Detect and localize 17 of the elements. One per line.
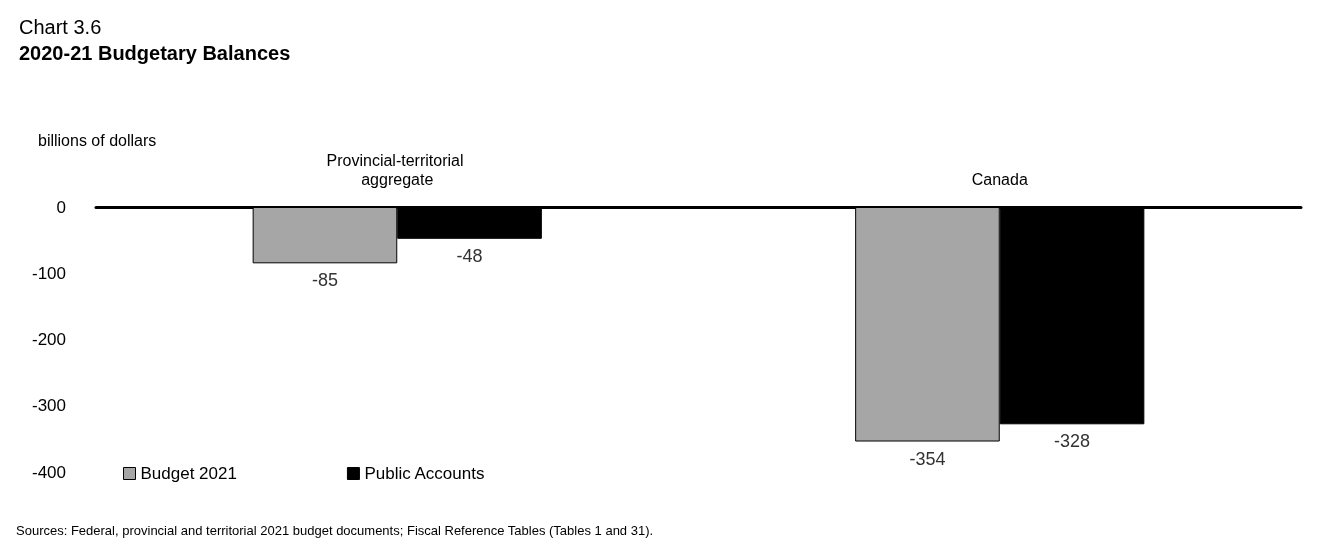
data-label: -354 — [909, 448, 946, 469]
legend-label: Budget 2021 — [140, 464, 237, 483]
y-axis-title: billions of dollars — [38, 131, 157, 149]
x-tick-label: Canada — [971, 171, 1028, 188]
chart-title: Chart 3.6 — [19, 16, 102, 38]
y-tick-label: -400 — [31, 462, 66, 482]
y-tick-label: -300 — [31, 396, 66, 416]
y-tick-label: -100 — [31, 263, 66, 283]
y-tick-label: 0 — [56, 197, 66, 217]
data-label: -85 — [311, 270, 338, 291]
source-note: Sources: Federal, provincial and territorial 2021 budget documents; Fiscal Reference Tables (Tables 1 and 31). — [16, 523, 654, 538]
legend-label: Public Accounts — [364, 464, 485, 483]
chart-subtitle: 2020-21 Budgetary Balances — [19, 42, 291, 64]
data-label: -328 — [1054, 431, 1091, 452]
data-label: -48 — [456, 245, 483, 266]
y-tick-label: -200 — [31, 330, 66, 349]
x-tick-label: Provincial-territorial aggregate — [326, 152, 468, 188]
